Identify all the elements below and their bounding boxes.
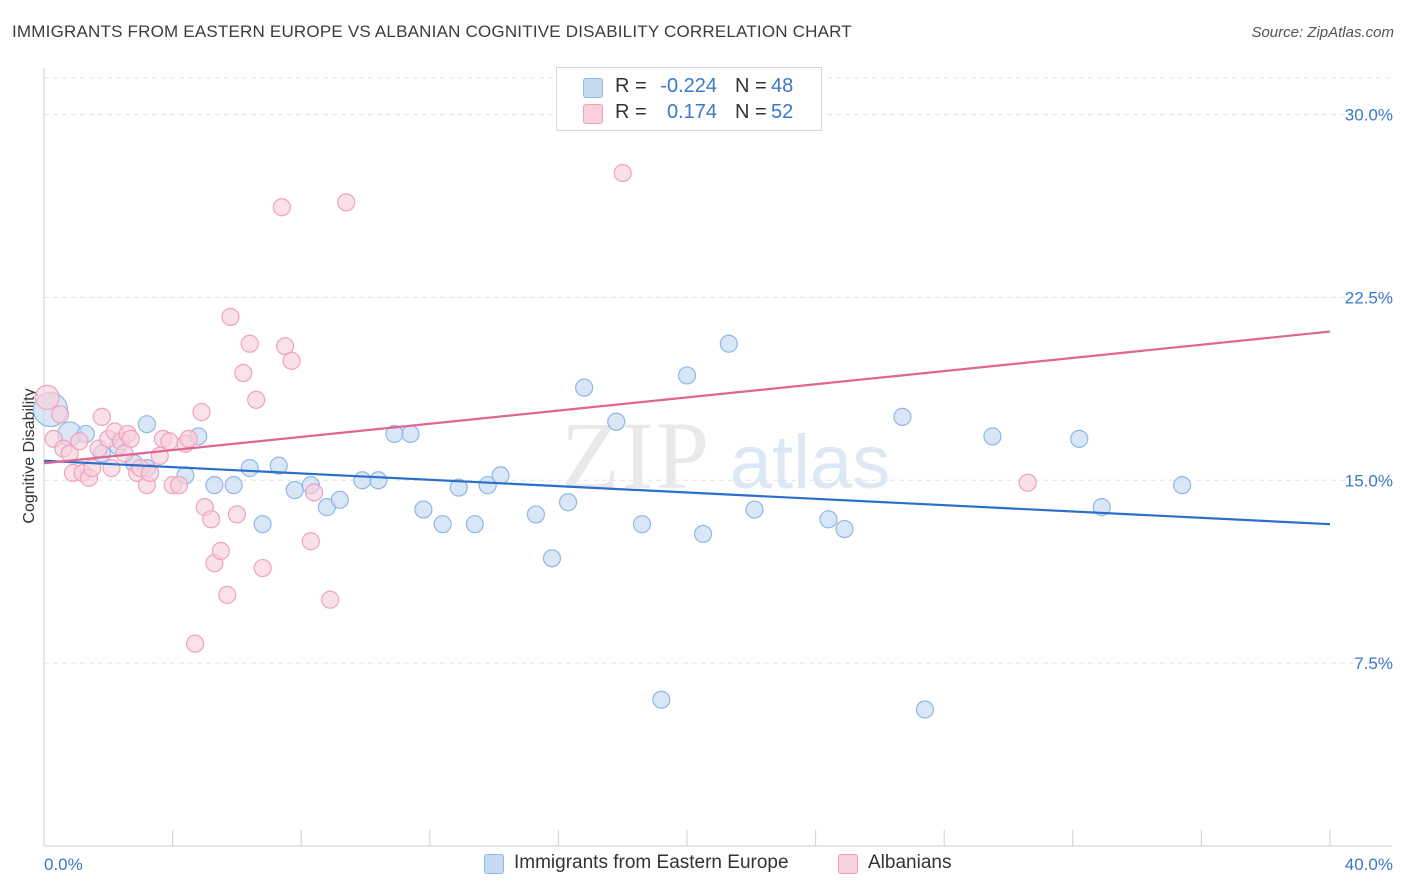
trendline-albanians (43, 330, 1331, 465)
point-eastern-europe (575, 378, 594, 397)
point-eastern-europe (478, 476, 497, 495)
point-eastern-europe (693, 524, 713, 544)
legend-r-value: 0.174 (666, 101, 717, 123)
point-albanians (211, 541, 230, 561)
point-albanians (34, 384, 60, 410)
chart-title: IMMIGRANTS FROM EASTERN EUROPE VS ALBANI… (12, 22, 852, 41)
point-albanians (227, 505, 246, 524)
point-albanians (247, 390, 266, 409)
point-albanians (1018, 473, 1037, 492)
point-albanians (301, 532, 320, 551)
watermark-zip: ZIP (561, 402, 711, 509)
point-albanians (70, 432, 89, 451)
point-albanians (613, 163, 632, 183)
point-albanians (160, 432, 179, 451)
y-axis-label: Cognitive Disability (21, 388, 38, 523)
point-eastern-europe (401, 424, 420, 444)
y-tick-label: 15.0% (1345, 471, 1393, 490)
point-eastern-europe (607, 412, 626, 431)
point-albanians (253, 558, 272, 578)
source-note: Source: ZipAtlas.com (1251, 24, 1394, 41)
legend-n-value: 48 (771, 75, 794, 97)
legend-n-value: 52 (771, 101, 794, 123)
point-eastern-europe (632, 515, 652, 534)
point-eastern-europe (677, 366, 697, 385)
legend-n-label: N = (735, 101, 767, 123)
point-eastern-europe (915, 700, 935, 719)
point-eastern-europe (1092, 498, 1111, 517)
point-eastern-europe (205, 476, 224, 495)
watermark-atlas: atlas (730, 420, 891, 505)
point-albanians (192, 402, 211, 422)
point-albanians (234, 363, 253, 383)
point-eastern-europe (465, 515, 484, 534)
trendline-eastern-europe (43, 459, 1331, 526)
legend-label-albanians: Albanians (868, 852, 952, 873)
x-tick-label-max: 40.0% (1345, 855, 1393, 874)
point-eastern-europe (285, 480, 304, 500)
point-eastern-europe (526, 505, 545, 524)
point-eastern-europe (983, 427, 1002, 446)
point-eastern-europe (224, 476, 243, 495)
legend-swatch-pink (838, 854, 858, 874)
point-eastern-europe (745, 500, 764, 519)
point-eastern-europe (819, 510, 838, 529)
point-eastern-europe (253, 515, 272, 534)
series-legend: Immigrants from Eastern Europe Albanians (0, 852, 1406, 878)
legend-label-eastern-europe: Immigrants from Eastern Europe (514, 852, 789, 873)
point-eastern-europe (137, 415, 156, 434)
point-eastern-europe (330, 490, 349, 509)
y-tick-label: 30.0% (1345, 106, 1393, 125)
point-eastern-europe (558, 493, 578, 512)
point-eastern-europe (719, 334, 738, 353)
legend-r-label: R = (615, 101, 647, 123)
point-albanians (92, 407, 111, 426)
point-eastern-europe (433, 515, 452, 534)
y-tick-label: 22.5% (1345, 288, 1393, 307)
point-albanians (179, 429, 198, 448)
point-eastern-europe (414, 500, 433, 519)
point-eastern-europe (353, 471, 372, 490)
point-eastern-europe (449, 478, 468, 497)
point-albanians (186, 634, 205, 653)
point-albanians (202, 510, 221, 529)
point-eastern-europe (491, 466, 510, 485)
legend-n-label: N = (735, 75, 767, 97)
point-eastern-europe (240, 458, 259, 478)
point-eastern-europe (893, 407, 912, 426)
x-tick-label-min: 0.0% (44, 855, 83, 874)
point-eastern-europe (1173, 476, 1192, 495)
point-albanians (221, 307, 240, 327)
point-albanians (272, 198, 292, 217)
point-eastern-europe (835, 519, 854, 539)
point-albanians (102, 458, 121, 478)
y-tick-label: 7.5% (1354, 654, 1393, 673)
point-eastern-europe (1070, 429, 1089, 448)
legend-row-series1: R = -0.224 N = 48 (557, 75, 821, 101)
point-eastern-europe (542, 549, 562, 568)
point-albanians (321, 590, 340, 609)
legend-r-value: -0.224 (660, 75, 717, 97)
legend-swatch-blue (484, 854, 504, 874)
point-albanians (282, 351, 301, 370)
point-eastern-europe (652, 690, 671, 709)
legend-r-label: R = (615, 75, 647, 97)
point-albanians (218, 585, 237, 604)
point-albanians (50, 405, 70, 424)
correlation-legend: R = -0.224 N = 48 R = 0.174 N = 52 (556, 67, 822, 131)
point-eastern-europe (269, 456, 288, 475)
legend-swatch-series2 (583, 104, 603, 124)
legend-row-series2: R = 0.174 N = 52 (557, 101, 821, 127)
point-albanians (304, 483, 324, 502)
point-albanians (240, 334, 259, 353)
point-eastern-europe (369, 471, 388, 490)
point-albanians (169, 476, 189, 495)
point-albanians (140, 463, 160, 483)
point-albanians (337, 193, 356, 212)
legend-swatch-series1 (583, 78, 603, 98)
